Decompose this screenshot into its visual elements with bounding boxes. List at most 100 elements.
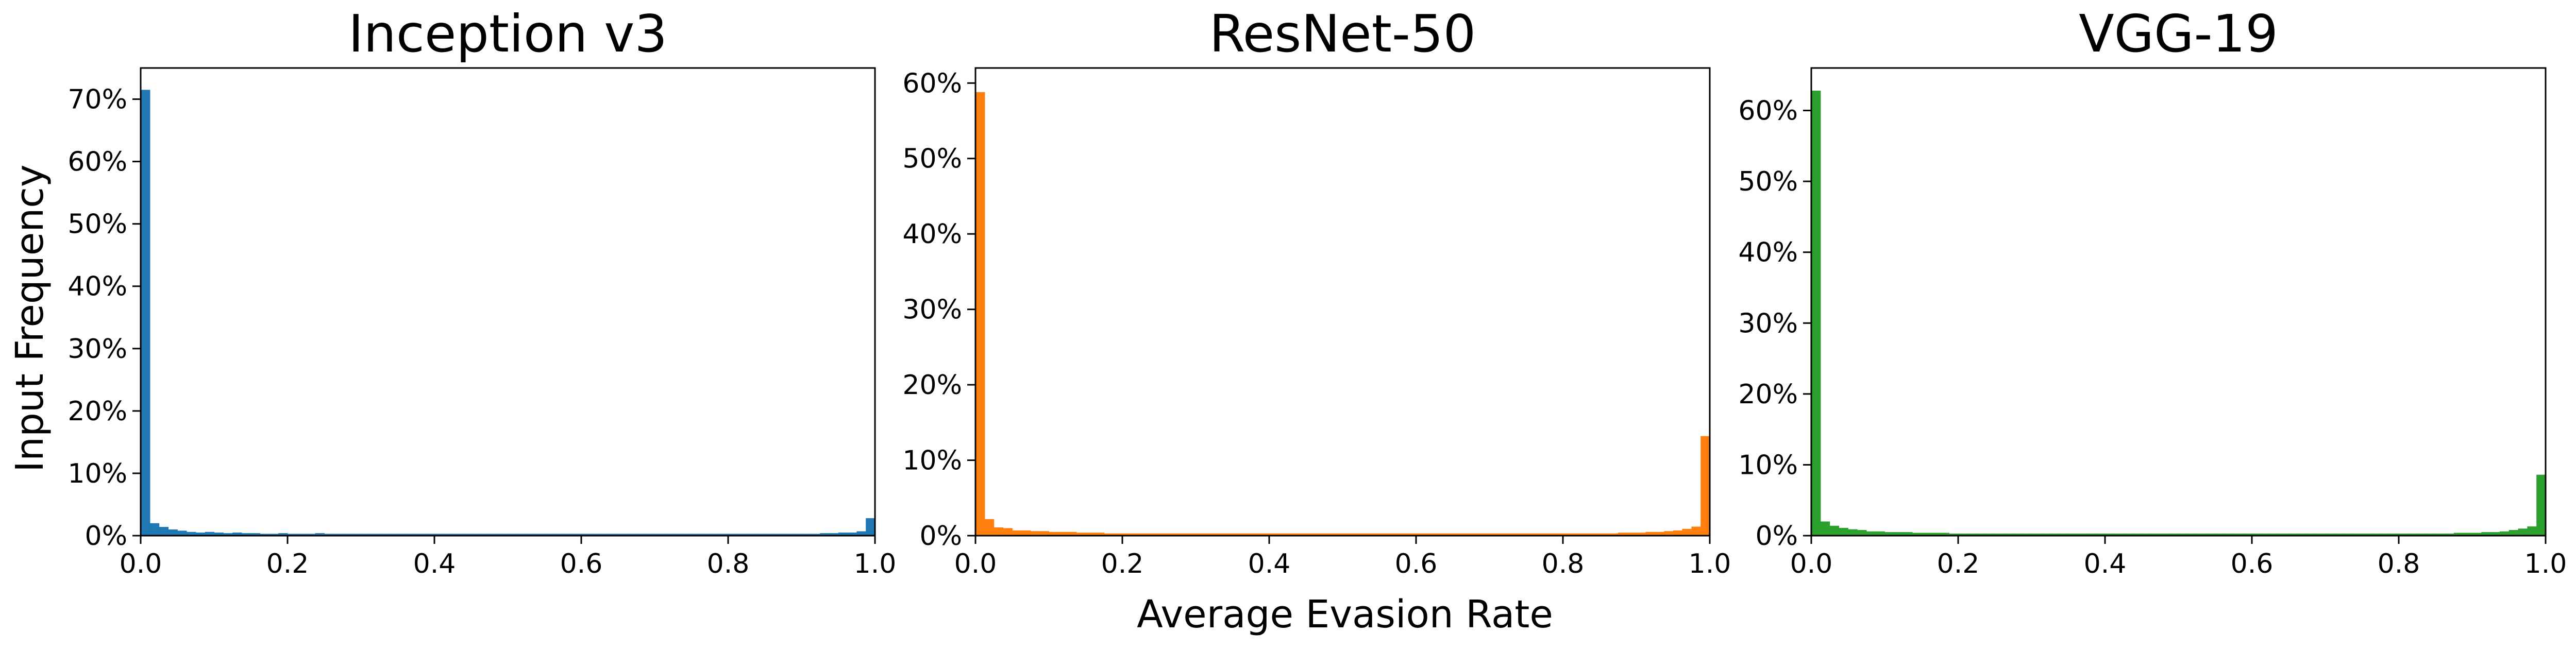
- histogram-bar: [1921, 533, 1931, 536]
- histogram-bar: [838, 532, 848, 536]
- histogram-bar: [783, 534, 793, 536]
- y-tick-label: 60%: [902, 68, 962, 99]
- histogram-bar: [361, 534, 371, 536]
- histogram-bar: [2086, 533, 2096, 536]
- histogram-bar: [820, 533, 830, 536]
- histogram-bar: [2233, 533, 2243, 536]
- histogram-bar: [1012, 530, 1022, 536]
- histogram-bar: [2050, 533, 2060, 536]
- histogram-bar: [2445, 533, 2454, 536]
- histogram-bar: [746, 534, 756, 536]
- histogram-bar: [168, 529, 178, 536]
- histogram-bar: [250, 533, 261, 536]
- histogram-bar: [2334, 533, 2344, 536]
- histogram-bar: [1581, 533, 1591, 536]
- histogram-bar: [1590, 533, 1600, 536]
- plot-frame: [974, 67, 1711, 537]
- histogram-bar: [673, 534, 683, 536]
- histogram-bar: [599, 534, 610, 536]
- histogram-bar: [1287, 533, 1298, 536]
- histogram-bar: [1636, 533, 1646, 536]
- histogram-bar: [452, 534, 463, 536]
- histogram-bar: [471, 534, 481, 536]
- histogram-bar: [1049, 532, 1058, 536]
- histogram-bar: [462, 534, 472, 536]
- histogram-bar: [1067, 532, 1077, 536]
- histogram-bar: [1857, 529, 1867, 536]
- histogram-bar: [1517, 533, 1527, 536]
- histogram-bar: [195, 532, 206, 536]
- histogram-bar: [1241, 533, 1251, 536]
- panel-title: VGG-19: [2079, 4, 2278, 64]
- histogram-bar: [1269, 533, 1279, 536]
- y-tick-label: 10%: [1738, 450, 1798, 481]
- histogram-bar: [434, 534, 444, 536]
- histogram-bar: [1131, 533, 1141, 536]
- histogram-bar: [1508, 533, 1518, 536]
- y-tick-label: 50%: [902, 144, 962, 175]
- histogram-bar: [1388, 533, 1398, 536]
- histogram-bar: [1894, 532, 1904, 536]
- histogram-bar: [2105, 533, 2115, 536]
- y-tick-label: 30%: [68, 334, 127, 365]
- histogram-bar: [2380, 533, 2390, 536]
- x-axis-label: Average Evasion Rate: [1137, 592, 1553, 637]
- histogram-bar: [2041, 533, 2050, 536]
- histogram-bar: [1379, 533, 1389, 536]
- histogram-bar: [1196, 533, 1205, 536]
- histogram-bar: [2426, 533, 2436, 536]
- histogram-bar: [719, 534, 729, 536]
- histogram-bar: [2536, 474, 2546, 536]
- histogram-bar: [1627, 533, 1637, 536]
- histogram-bar: [2490, 532, 2500, 536]
- histogram-bar: [1563, 533, 1573, 536]
- x-tick-label: 0.6: [560, 549, 603, 579]
- y-tick-label: 10%: [68, 458, 127, 489]
- histogram-bar: [1333, 533, 1343, 536]
- y-tick-label: 0%: [1756, 521, 1798, 552]
- histogram-panels: 0.0 0.2 0.4 0.6 0.8 1.0 0% 10% 20% 30% 40% 50% 60% 70…: [68, 4, 2567, 579]
- histogram-bar: [1554, 533, 1563, 536]
- histogram-bar: [2261, 533, 2271, 536]
- histogram-panel-1: 0.0 0.2 0.4 0.6 0.8 1.0 0% 10% 20% 30% 40% 50% 60% 70…: [68, 4, 896, 579]
- histogram-bar: [627, 534, 637, 536]
- histogram-bar: [2114, 533, 2124, 536]
- histogram-bar: [682, 534, 692, 536]
- histogram-bar: [1177, 533, 1187, 536]
- histogram-bar: [1811, 91, 1821, 536]
- histogram-bar: [1003, 528, 1013, 536]
- histogram-bar: [609, 534, 618, 536]
- histogram-bar: [1453, 533, 1462, 536]
- histogram-bar: [1884, 532, 1894, 536]
- histogram-bar: [1159, 533, 1169, 536]
- histogram-bar: [1434, 533, 1444, 536]
- y-axis-label: Input Frequency: [8, 164, 52, 472]
- histogram-bar: [2178, 533, 2188, 536]
- histogram-bar: [1958, 533, 1968, 536]
- histogram-bar: [1315, 533, 1325, 536]
- histogram-bar: [1949, 533, 1959, 536]
- histogram-bar: [654, 534, 664, 536]
- histogram-bar: [2527, 526, 2537, 536]
- histogram-bar: [370, 534, 380, 536]
- histogram-bar: [2407, 533, 2418, 536]
- histogram-bar: [1297, 533, 1306, 536]
- histogram-bar: [2059, 533, 2069, 536]
- x-tick-label: 0.2: [266, 549, 309, 579]
- histogram-bar: [710, 534, 719, 536]
- histogram-bar: [2022, 533, 2032, 536]
- histogram-bar: [1352, 533, 1361, 536]
- histogram-bar: [535, 534, 545, 536]
- x-tick-label: 0.4: [1248, 549, 1291, 579]
- histogram-bar: [2453, 533, 2464, 536]
- histogram-bar: [2031, 533, 2041, 536]
- histogram-bar: [2508, 529, 2519, 536]
- histogram-bar: [232, 532, 242, 536]
- histogram-bar: [2013, 533, 2023, 536]
- histogram-bar: [2160, 533, 2170, 536]
- y-tick-label: 40%: [1738, 237, 1798, 268]
- histogram-bar: [2288, 533, 2298, 536]
- histogram-bar: [2316, 533, 2326, 536]
- x-tick-label: 1.0: [1689, 549, 1731, 579]
- y-tick-label: 40%: [902, 219, 962, 250]
